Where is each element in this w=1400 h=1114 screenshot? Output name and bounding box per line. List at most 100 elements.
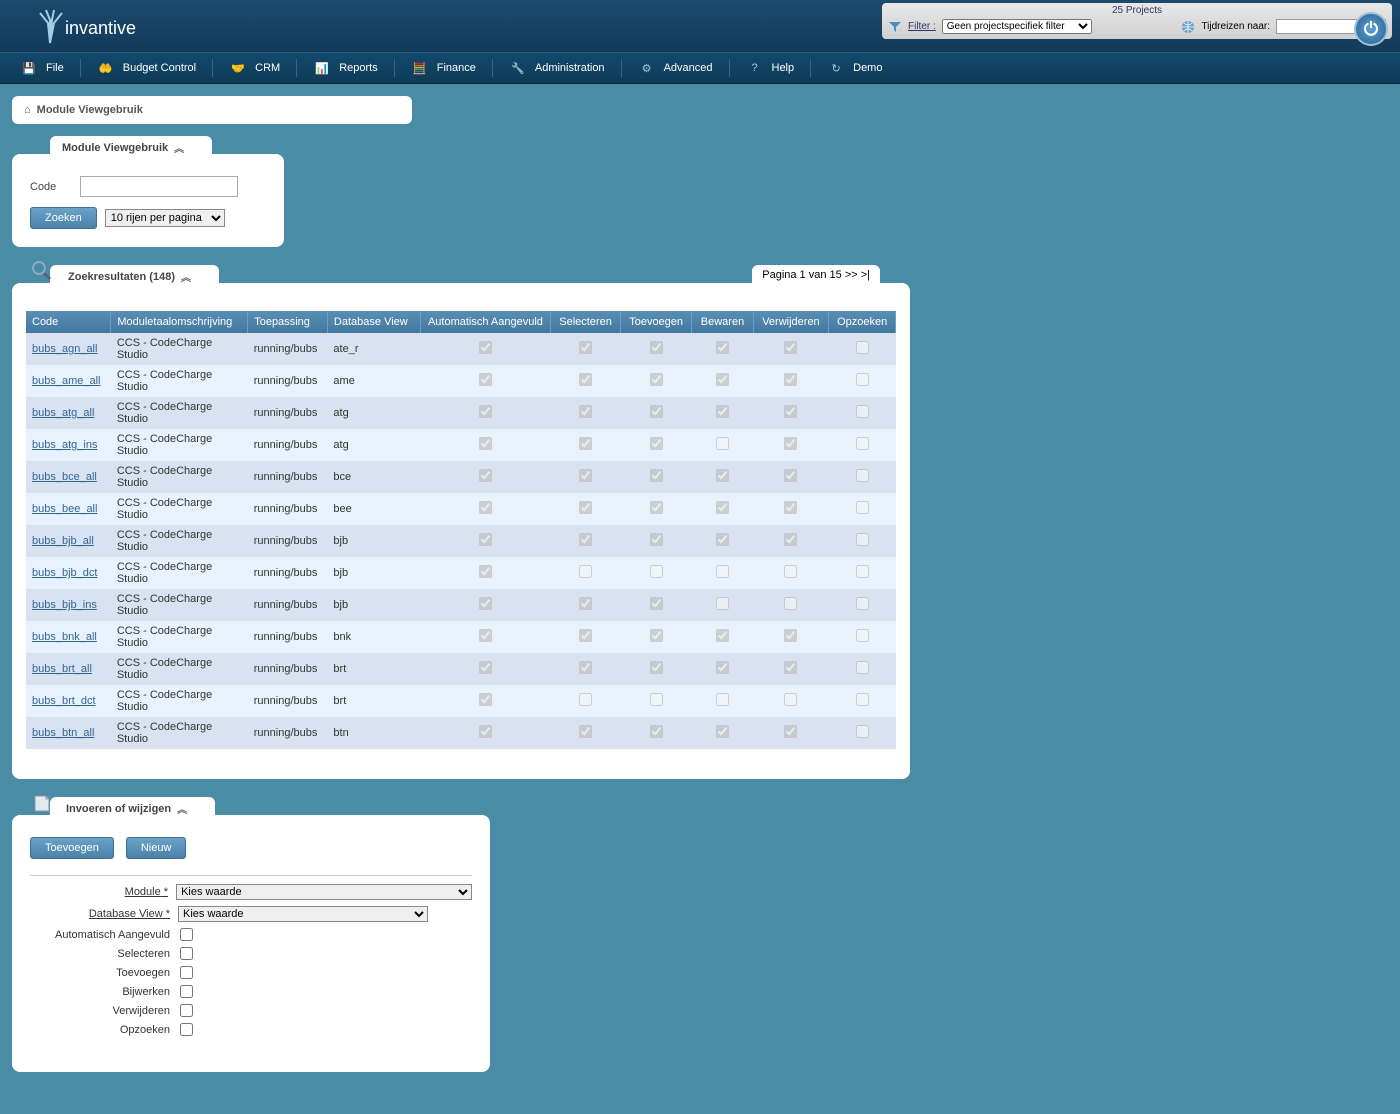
rows-per-page-select[interactable]: 10 rijen per pagina <box>105 209 225 227</box>
cell-opz-checkbox <box>856 533 869 546</box>
cell-bew-checkbox <box>716 661 729 674</box>
code-link[interactable]: bubs_atg_all <box>32 407 94 419</box>
edit-panel-tab[interactable]: Invoeren of wijzigen ︽ <box>50 797 215 820</box>
cell-toe-checkbox <box>650 661 663 674</box>
power-button[interactable]: ⏻ <box>1354 12 1388 46</box>
cell-app: running/bubs <box>248 589 328 621</box>
menu-label: Administration <box>535 62 605 74</box>
menu-advanced[interactable]: ⚙Advanced <box>624 53 727 83</box>
cell-toe-checkbox <box>650 597 663 610</box>
col-8[interactable]: Verwijderen <box>753 311 829 333</box>
table-row: bubs_bjb_ins CCS - CodeCharge Studiorunni… <box>26 589 896 621</box>
cell-toe-checkbox <box>650 341 663 354</box>
search-button[interactable]: Zoeken <box>30 207 97 229</box>
menu-demo[interactable]: ↻Demo <box>813 53 896 83</box>
cell-app: running/bubs <box>248 493 328 525</box>
code-link[interactable]: bubs_ame_all <box>32 375 101 387</box>
table-row: bubs_brt_allCCS - CodeCharge Studiorunni… <box>26 653 896 685</box>
cell-app: running/bubs <box>248 653 328 685</box>
cell-sel-checkbox <box>579 341 592 354</box>
menu-separator <box>621 59 622 77</box>
results-panel-tab[interactable]: Zoekresultaten (148) ︽ <box>50 265 219 288</box>
code-link[interactable]: bubs_bjb_dct <box>32 567 97 579</box>
bij-checkbox[interactable] <box>180 985 193 998</box>
cell-view: bce <box>327 461 420 493</box>
cell-auto-checkbox <box>479 725 492 738</box>
col-7[interactable]: Bewaren <box>692 311 753 333</box>
projects-count[interactable]: 25 Projects <box>888 5 1386 16</box>
col-4[interactable]: Automatisch Aangevuld <box>420 311 551 333</box>
col-6[interactable]: Toevoegen <box>620 311 692 333</box>
cell-mod: CCS - CodeCharge Studio <box>111 621 248 653</box>
globe-icon <box>1181 20 1195 34</box>
home-icon: ⌂ <box>24 104 31 116</box>
menu-budget-control[interactable]: 🤲 Budget Control <box>83 53 210 83</box>
col-5[interactable]: Selecteren <box>551 311 621 333</box>
module-select[interactable]: Kies waarde <box>176 884 472 900</box>
cell-sel-checkbox <box>579 629 592 642</box>
col-0[interactable]: Code <box>26 311 111 333</box>
code-link[interactable]: bubs_atg_ins <box>32 439 97 451</box>
cell-auto-checkbox <box>479 437 492 450</box>
search-panel-tab[interactable]: Module Viewgebruik ︽ <box>50 136 212 159</box>
cell-auto-checkbox <box>479 373 492 386</box>
cell-ver-checkbox <box>784 597 797 610</box>
module-label: Module * <box>30 886 176 898</box>
col-3[interactable]: Database View <box>327 311 420 333</box>
menu-file[interactable]: 💾File <box>6 53 78 83</box>
dbview-select[interactable]: Kies waarde <box>178 906 428 922</box>
cell-sel-checkbox <box>579 373 592 386</box>
filter-select[interactable]: Geen projectspecifiek filter <box>942 19 1092 34</box>
cell-toe-checkbox <box>650 373 663 386</box>
code-link[interactable]: bubs_bnk_all <box>32 631 97 643</box>
cell-bew-checkbox <box>716 341 729 354</box>
table-row: bubs_atg_allCCS - CodeCharge Studiorunni… <box>26 397 896 429</box>
cell-opz-checkbox <box>856 405 869 418</box>
help-icon: ? <box>746 59 764 77</box>
breadcrumb: ⌂ Module Viewgebruik <box>12 96 412 124</box>
code-link[interactable]: bubs_bee_all <box>32 503 97 515</box>
cell-ver-checkbox <box>784 341 797 354</box>
cell-mod: CCS - CodeCharge Studio <box>111 429 248 461</box>
cell-app: running/bubs <box>248 525 328 557</box>
code-input[interactable] <box>80 176 238 197</box>
menu-label: Budget Control <box>123 62 196 74</box>
cell-app: running/bubs <box>248 397 328 429</box>
handshake-icon: 🤝 <box>229 59 247 77</box>
code-link[interactable]: bubs_agn_all <box>32 343 97 355</box>
col-9[interactable]: Opzoeken <box>829 311 896 333</box>
menu-help[interactable]: ?Help <box>732 53 809 83</box>
cell-bew-checkbox <box>716 437 729 450</box>
ver-checkbox[interactable] <box>180 1004 193 1017</box>
pagination[interactable]: Pagina 1 van 15 >> >| <box>752 265 880 285</box>
col-1[interactable]: Moduletaalomschrijving <box>111 311 248 333</box>
cell-ver-checkbox <box>784 629 797 642</box>
menu-crm[interactable]: 🤝CRM <box>215 53 294 83</box>
code-link[interactable]: bubs_brt_all <box>32 663 92 675</box>
menu-reports[interactable]: 📊Reports <box>299 53 392 83</box>
code-link[interactable]: bubs_bjb_all <box>32 535 94 547</box>
table-row: bubs_bjb_dctCCS - CodeCharge Studiorunni… <box>26 557 896 589</box>
code-link[interactable]: bubs_bjb_ins <box>32 599 97 611</box>
filter-label: Filter : <box>908 21 936 32</box>
code-link[interactable]: bubs_brt_dct <box>32 695 96 707</box>
menu-finance[interactable]: 🧮Finance <box>397 53 490 83</box>
col-2[interactable]: Toepassing <box>248 311 328 333</box>
code-link[interactable]: bubs_bce_all <box>32 471 97 483</box>
add-button[interactable]: Toevoegen <box>30 837 114 859</box>
cell-auto-checkbox <box>479 629 492 642</box>
cell-auto-checkbox <box>479 533 492 546</box>
cell-toe-checkbox <box>650 629 663 642</box>
cell-mod: CCS - CodeCharge Studio <box>111 333 248 365</box>
cell-toe-checkbox <box>650 565 663 578</box>
toe-checkbox[interactable] <box>180 966 193 979</box>
auto-checkbox[interactable] <box>180 928 193 941</box>
code-link[interactable]: bubs_btn_all <box>32 727 94 739</box>
cell-mod: CCS - CodeCharge Studio <box>111 589 248 621</box>
menu-administration[interactable]: 🔧Administration <box>495 53 619 83</box>
opz-checkbox[interactable] <box>180 1023 193 1036</box>
hands-icon: 🤲 <box>97 59 115 77</box>
sel-checkbox[interactable] <box>180 947 193 960</box>
cell-opz-checkbox <box>856 437 869 450</box>
new-button[interactable]: Nieuw <box>126 837 187 859</box>
